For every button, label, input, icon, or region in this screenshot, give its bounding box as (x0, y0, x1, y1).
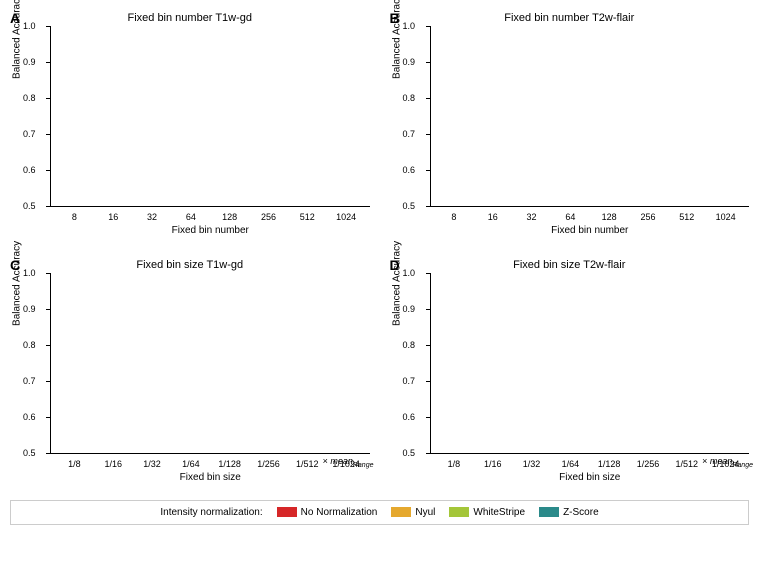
ytick-label: 1.0 (23, 268, 36, 278)
xtick-label: 1/64 (182, 459, 200, 469)
ytick-label: 0.8 (23, 340, 36, 350)
ytick-label: 0.5 (403, 201, 416, 211)
ytick-label: 0.9 (403, 57, 416, 67)
xtick-label: 256 (261, 212, 276, 222)
ytick-label: 1.0 (403, 268, 416, 278)
ytick-label: 0.6 (403, 412, 416, 422)
legend-item: Z-Score (539, 507, 599, 518)
chart-area: 0.50.60.70.80.91.0Balanced AccuracyFixed… (50, 273, 370, 454)
xtick-label: 1/64 (562, 459, 580, 469)
panel-title: Fixed bin size T1w-gd (10, 259, 370, 271)
ytick-label: 0.5 (403, 448, 416, 458)
xtick-label: 16 (488, 212, 498, 222)
legend-title: Intensity normalization: (160, 507, 262, 518)
xtick-label: 32 (527, 212, 537, 222)
ytick-label: 0.8 (403, 93, 416, 103)
ytick-label: 0.6 (23, 412, 36, 422)
xtick-label: 1/32 (523, 459, 541, 469)
swatch-zscore (539, 507, 559, 517)
xtick-label: 1/32 (143, 459, 161, 469)
xtick-label: 512 (679, 212, 694, 222)
swatch-no-norm (277, 507, 297, 517)
ytick-label: 0.7 (23, 376, 36, 386)
ytick-label: 0.5 (23, 201, 36, 211)
xtick-label: 1/8 (68, 459, 81, 469)
panel-a: AFixed bin number T1w-gd0.50.60.70.80.91… (10, 10, 370, 247)
chart-grid: AFixed bin number T1w-gd0.50.60.70.80.91… (10, 10, 749, 494)
x-axis-label: Fixed bin number (551, 225, 628, 236)
panel-d: DFixed bin size T2w-flair0.50.60.70.80.9… (390, 257, 750, 494)
chart-area: 0.50.60.70.80.91.0Balanced AccuracyFixed… (430, 273, 750, 454)
xtick-label: 1/512 (676, 459, 699, 469)
xtick-label: 256 (640, 212, 655, 222)
xtick-label: 1/128 (598, 459, 621, 469)
xtick-label: 32 (147, 212, 157, 222)
xtick-label: 1/1024 (712, 459, 740, 469)
ytick-label: 0.9 (23, 304, 36, 314)
xtick-label: 1/128 (218, 459, 241, 469)
legend-item: No Normalization (277, 507, 378, 518)
legend: Intensity normalization: No Normalizatio… (10, 500, 749, 525)
legend-item: WhiteStripe (449, 507, 525, 518)
xtick-label: 8 (451, 212, 456, 222)
chart-area: 0.50.60.70.80.91.0Balanced AccuracyFixed… (50, 26, 370, 207)
ytick-label: 0.8 (403, 340, 416, 350)
ytick-label: 0.8 (23, 93, 36, 103)
ytick-label: 0.7 (403, 129, 416, 139)
xtick-label: 64 (565, 212, 575, 222)
xtick-label: 64 (186, 212, 196, 222)
xtick-label: 1/16 (104, 459, 122, 469)
ytick-label: 0.9 (403, 304, 416, 314)
xtick-label: 1024 (336, 212, 356, 222)
xtick-label: 1024 (716, 212, 736, 222)
ytick-label: 0.6 (403, 165, 416, 175)
xtick-label: 16 (108, 212, 118, 222)
panel-title: Fixed bin number T2w-flair (390, 12, 750, 24)
xtick-label: 1/256 (637, 459, 660, 469)
legend-item: Nyul (391, 507, 435, 518)
ytick-label: 0.7 (23, 129, 36, 139)
swatch-whitestripe (449, 507, 469, 517)
y-axis-label: Balanced Accuracy (391, 241, 402, 326)
x-axis-label: Fixed bin size (559, 472, 620, 483)
ytick-label: 0.5 (23, 448, 36, 458)
xtick-label: 512 (300, 212, 315, 222)
xtick-label: 128 (222, 212, 237, 222)
ytick-label: 0.9 (23, 57, 36, 67)
panel-b: BFixed bin number T2w-flair0.50.60.70.80… (390, 10, 750, 247)
ytick-label: 0.6 (23, 165, 36, 175)
xtick-label: 8 (72, 212, 77, 222)
xtick-label: 1/512 (296, 459, 319, 469)
xtick-label: 1/8 (448, 459, 461, 469)
panel-c: CFixed bin size T1w-gd0.50.60.70.80.91.0… (10, 257, 370, 494)
y-axis-label: Balanced Accuracy (391, 0, 402, 79)
y-axis-label: Balanced Accuracy (12, 241, 23, 326)
ytick-label: 1.0 (23, 21, 36, 31)
xtick-label: 1/1024 (332, 459, 360, 469)
ytick-label: 1.0 (403, 21, 416, 31)
xtick-label: 1/16 (484, 459, 502, 469)
x-axis-label: Fixed bin number (172, 225, 249, 236)
swatch-nyul (391, 507, 411, 517)
xtick-label: 1/256 (257, 459, 280, 469)
panel-title: Fixed bin size T2w-flair (390, 259, 750, 271)
y-axis-label: Balanced Accuracy (12, 0, 23, 79)
chart-area: 0.50.60.70.80.91.0Balanced AccuracyFixed… (430, 26, 750, 207)
panel-title: Fixed bin number T1w-gd (10, 12, 370, 24)
xtick-label: 128 (602, 212, 617, 222)
ytick-label: 0.7 (403, 376, 416, 386)
x-axis-label: Fixed bin size (180, 472, 241, 483)
